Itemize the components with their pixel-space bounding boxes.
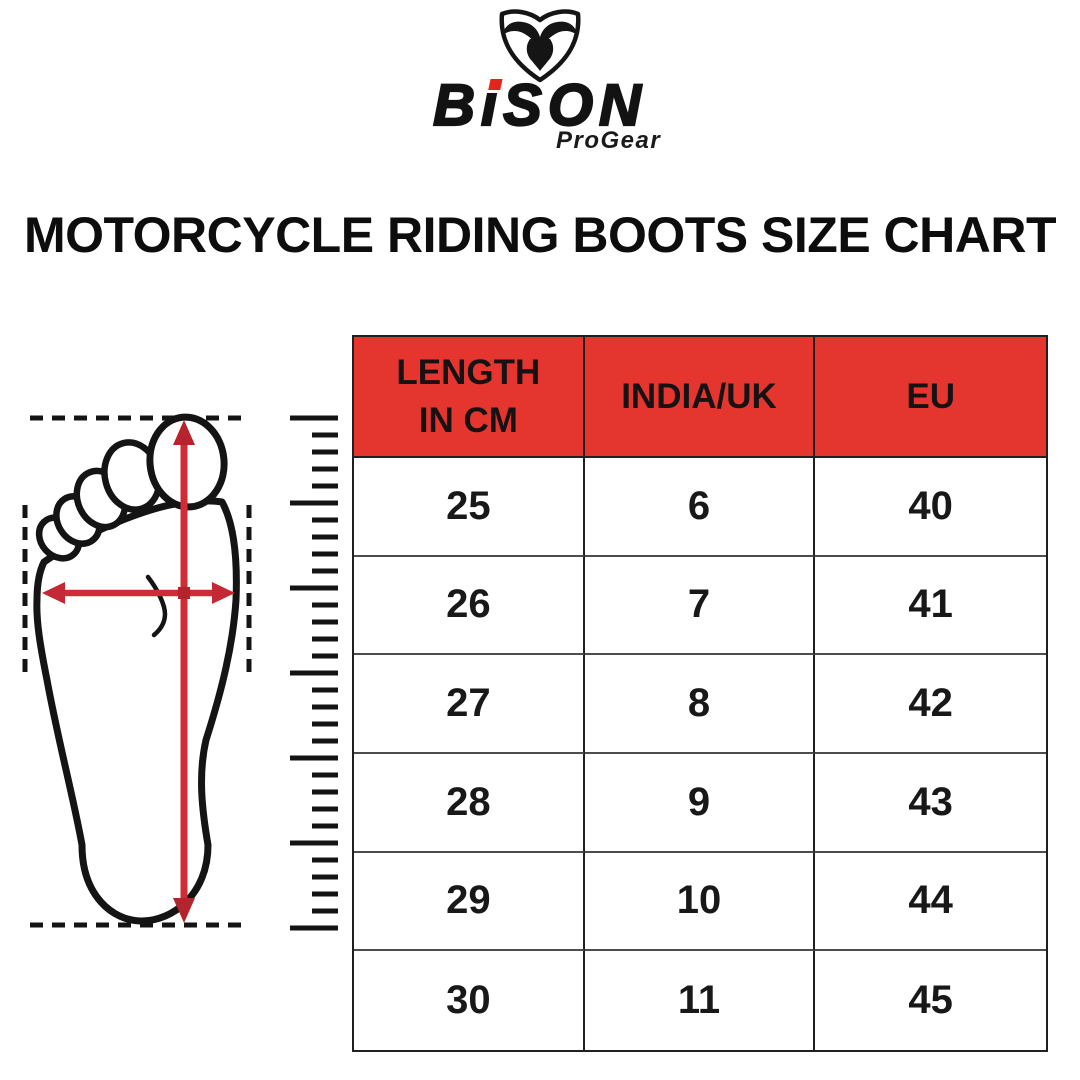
header-india-uk: INDIA/UK (584, 337, 816, 458)
table-cell: 10 (584, 852, 816, 952)
guide-lines (22, 415, 252, 928)
table-cell: 41 (815, 557, 1046, 656)
table-cell: 30 (354, 951, 585, 1050)
table-cell: 9 (584, 753, 816, 853)
length-arrow-icon (173, 420, 195, 923)
table-cell: 40 (815, 458, 1046, 557)
page-title: MOTORCYCLE RIDING BOOTS SIZE CHART (23, 207, 1057, 263)
table-cell: 28 (354, 753, 585, 853)
table-cell: 26 (354, 556, 585, 656)
brand-letter-i: ı (480, 72, 504, 139)
header-eu: EU (815, 337, 1046, 458)
table-cell: 45 (908, 978, 953, 1023)
table-cell: 11 (585, 951, 816, 1050)
header-length-line1: LENGTH (396, 353, 541, 393)
ruler (290, 415, 338, 931)
table-cell: 27 (354, 655, 585, 754)
table-cell: 6 (584, 458, 816, 557)
table-cell: 8 (584, 655, 816, 754)
bull-head-icon (526, 39, 554, 71)
size-table: LENGTH IN CM INDIA/UK EU 25 6 40 26 7 41… (352, 335, 1048, 1052)
bull-horns-icon (503, 21, 577, 45)
table-cell: 25 (354, 458, 585, 557)
brand-tagline: ProGear (556, 127, 662, 154)
brand-letter-b: B (432, 72, 482, 139)
table-cell: 43 (815, 754, 1046, 853)
brand-letters-son: SON (502, 72, 647, 139)
table-cell: 44 (815, 853, 1046, 952)
arch-line (145, 574, 168, 638)
table-cell: 29 (354, 852, 585, 952)
brand-wordmark: Bı SON (0, 72, 1080, 139)
bull-shield-logo-icon (499, 9, 581, 83)
table-cell: 42 (815, 655, 1046, 754)
header-length-cm: LENGTH IN CM (354, 337, 585, 458)
foot-sole (33, 497, 240, 925)
table-cell: 7 (584, 556, 816, 656)
logo-i-dot (487, 79, 503, 90)
header-length-line2: IN CM (418, 400, 518, 440)
width-arrow-icon (42, 582, 235, 604)
foot-outline (33, 413, 240, 925)
foot-measurement-diagram (22, 413, 338, 931)
